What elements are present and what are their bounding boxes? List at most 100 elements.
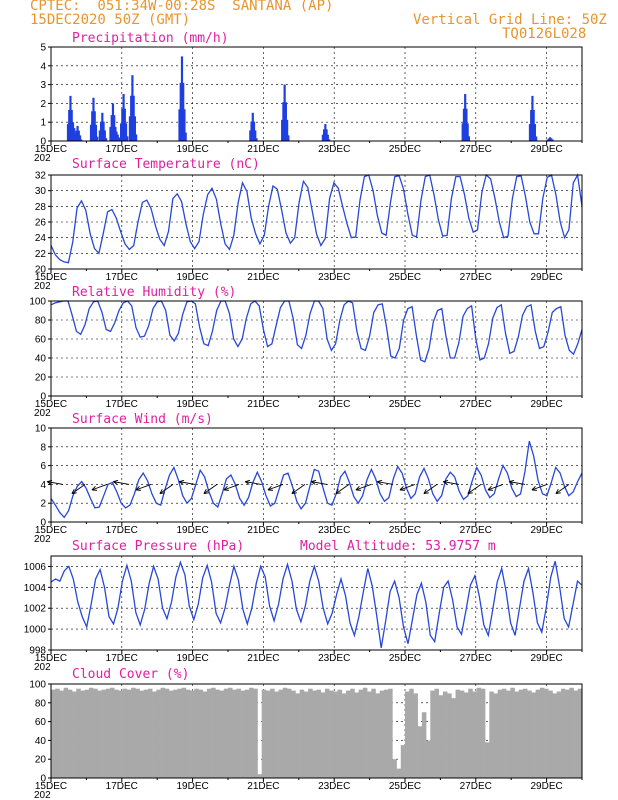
cloud-bar xyxy=(152,691,157,778)
wind-arrow xyxy=(71,484,86,494)
precip-bar xyxy=(321,134,324,141)
precip-bar xyxy=(325,129,328,141)
wind-arrow xyxy=(91,483,108,491)
x-tick-label: 19DEC xyxy=(176,525,208,536)
y-tick-label: 40 xyxy=(35,736,47,747)
cloud-bar xyxy=(392,759,397,778)
y-tick-label: 80 xyxy=(35,316,47,327)
cloud-bar xyxy=(346,690,351,778)
precip-bar xyxy=(324,124,327,141)
header-left-line1: CPTEC: 051:34W-00:28S SANTANA (AP) xyxy=(30,0,334,14)
cloud-bar xyxy=(320,692,326,778)
panel-title: Surface Temperature (nC) xyxy=(72,157,260,172)
cloud-bar xyxy=(510,687,515,778)
precip-bar xyxy=(89,124,93,141)
y-tick-label: 8 xyxy=(40,442,46,453)
y-tick-label: 1000 xyxy=(24,625,47,636)
header-left-line2: 15DEC2020 50Z (GMT) xyxy=(30,12,191,28)
cloud-bar xyxy=(240,690,246,778)
cloud-bar xyxy=(135,688,140,778)
cloud-bar xyxy=(468,688,473,778)
y-tick-label: 2 xyxy=(40,499,46,510)
y-tick-label: 4 xyxy=(40,61,46,72)
cloud-bar xyxy=(405,691,410,778)
x-tick-label: 25DEC xyxy=(389,525,421,536)
cloud-bar xyxy=(417,726,423,778)
cloud-bar xyxy=(358,689,364,778)
wind-arrow-head xyxy=(531,485,536,491)
precip-bar xyxy=(287,135,290,141)
wind-arrow-head xyxy=(178,481,184,485)
precip-bar xyxy=(130,95,133,141)
precip-bar xyxy=(131,75,134,141)
cloud-bar xyxy=(223,688,229,778)
x-tick-label: 29DEC xyxy=(530,272,562,283)
wind-arrow-head xyxy=(355,485,360,491)
wind-arrow-head xyxy=(71,492,77,495)
x-tick-label: 19DEC xyxy=(176,781,208,792)
wind-arrow xyxy=(443,481,460,485)
x-tick-label: 17DEC xyxy=(106,525,138,536)
cloud-bar xyxy=(169,690,174,778)
cloud-bar xyxy=(181,687,187,778)
header-right-line1: Vertical Grid Line: 50Z xyxy=(413,12,607,28)
wind-arrow-head xyxy=(335,492,341,495)
cloud-bar xyxy=(164,688,170,778)
wind-arrow xyxy=(335,484,350,494)
precip-bar xyxy=(113,115,116,141)
cloud-bar xyxy=(84,689,90,778)
precip-bar xyxy=(135,134,138,141)
x-tick-label: 27DEC xyxy=(460,653,492,664)
cloud-bar xyxy=(447,693,452,778)
cloud-bar xyxy=(265,690,271,778)
x-tick-label: 21DEC xyxy=(247,653,279,664)
cloud-bar xyxy=(552,693,558,778)
cloud-bar xyxy=(388,688,393,778)
cloud-bar xyxy=(101,689,107,778)
cloud-bar xyxy=(274,691,279,778)
precip-bar xyxy=(286,119,289,141)
y-tick-label: 20 xyxy=(35,755,47,766)
precip-bar xyxy=(133,116,136,141)
cloud-bar xyxy=(577,688,583,778)
x-tick-label: 21DEC xyxy=(247,399,279,410)
wind-arrow-head xyxy=(91,489,97,491)
x-tick-label: 23DEC xyxy=(318,781,350,792)
cloud-bar xyxy=(105,688,111,778)
x-tick-label: 21DEC xyxy=(247,272,279,283)
wind-arrow-head xyxy=(135,489,141,491)
wind-arrow-head xyxy=(531,489,537,491)
panel-title: Precipitation (mm/h) xyxy=(72,31,229,46)
wind-arrow-head xyxy=(291,492,297,495)
y-tick-label: 998 xyxy=(29,646,46,657)
wind-arrow-head xyxy=(91,485,96,491)
clipped-year-label: 202 xyxy=(34,281,51,292)
wind-arrow-head xyxy=(423,492,429,495)
precip-bar xyxy=(182,82,185,141)
wind-arrow-head xyxy=(223,485,228,491)
cloud-bar xyxy=(72,691,77,778)
precip-bar xyxy=(183,109,186,141)
panel-6: 0 20 40 60 80 100 15DEC 17DEC 19DEC 21DEC 23DEC 25D… xyxy=(29,667,583,800)
precip-bar xyxy=(96,136,99,141)
cloud-bar xyxy=(506,690,511,778)
cloud-bar xyxy=(316,689,322,778)
cloud-bar xyxy=(518,689,524,778)
cloud-bar xyxy=(291,690,296,778)
cloud-bar xyxy=(442,691,448,778)
cloud-bar xyxy=(464,692,469,778)
wind-arrow xyxy=(423,484,438,494)
cloud-bar xyxy=(312,690,317,778)
precip-bar xyxy=(73,135,77,141)
wind-arrow-head xyxy=(555,492,561,495)
cloud-bar xyxy=(219,690,225,778)
cloud-bar xyxy=(228,687,233,778)
cloud-bar xyxy=(501,688,507,778)
cloud-bar xyxy=(485,742,490,778)
precip-bar xyxy=(528,124,532,141)
cloud-bar xyxy=(185,689,191,778)
cloud-bar xyxy=(93,688,98,778)
precip-bar xyxy=(549,137,552,141)
panel-frame xyxy=(50,427,583,523)
x-tick-label: 17DEC xyxy=(106,653,138,664)
